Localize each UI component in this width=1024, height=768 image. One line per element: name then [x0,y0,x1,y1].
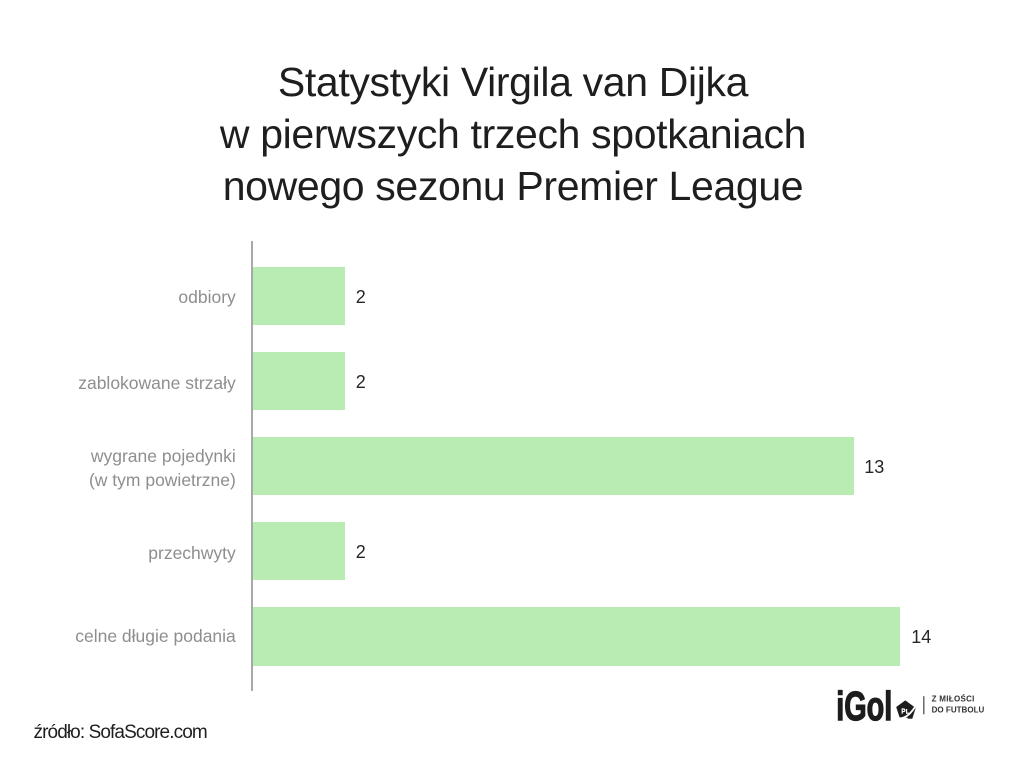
svg-text:Z MIŁOŚCI: Z MIŁOŚCI [932,694,975,703]
svg-text:iGol: iGol [836,683,892,728]
svg-text:DO FUTBOLU: DO FUTBOLU [932,705,985,714]
